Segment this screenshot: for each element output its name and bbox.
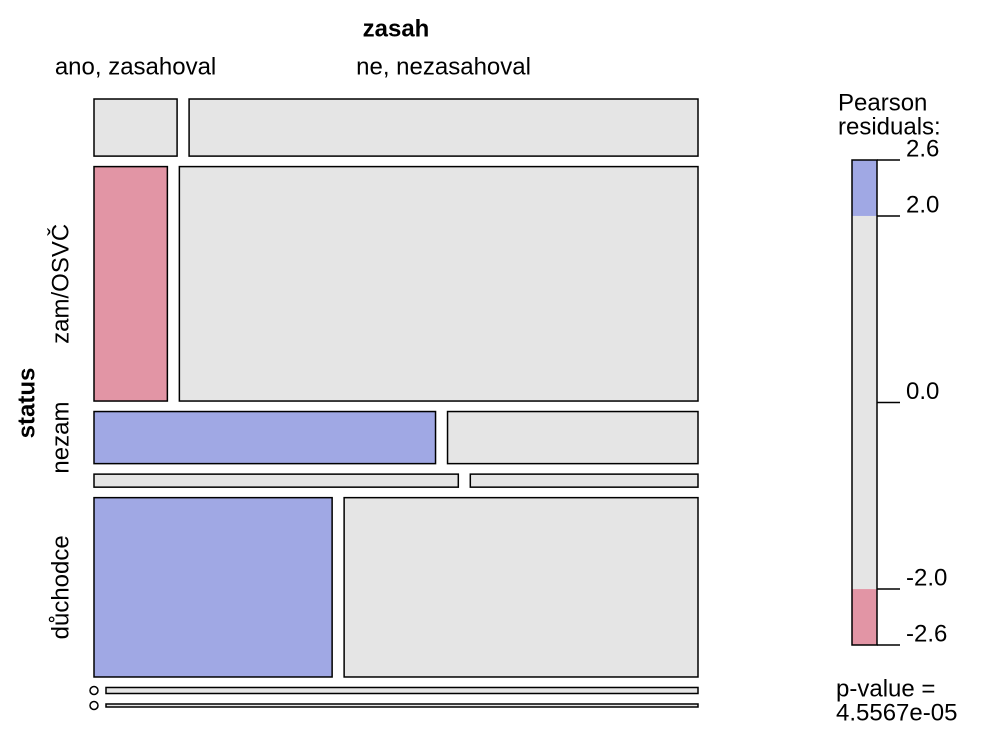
legend-tick-label: -2.6 bbox=[906, 620, 947, 647]
cell bbox=[343, 496, 699, 678]
cell bbox=[105, 686, 699, 695]
legend-title: Pearson bbox=[838, 89, 927, 116]
row-label: zam/OSVČ bbox=[46, 224, 74, 344]
legend-tick-label: -2.0 bbox=[906, 564, 947, 591]
row-label: nezam bbox=[47, 402, 74, 474]
cell bbox=[105, 703, 699, 708]
cell bbox=[93, 473, 460, 488]
y-axis-label: status bbox=[13, 368, 40, 439]
cell bbox=[93, 496, 333, 678]
legend-title: residuals: bbox=[838, 113, 941, 140]
legend-band bbox=[852, 160, 877, 216]
row-label: důchodce bbox=[47, 535, 74, 639]
column-label: ne, nezasahoval bbox=[356, 53, 531, 80]
cell bbox=[446, 410, 699, 465]
cell bbox=[93, 165, 169, 402]
cell bbox=[469, 473, 699, 488]
legend-tick-label: 2.6 bbox=[906, 135, 939, 162]
zero-cell bbox=[89, 700, 99, 711]
legend-tick-label: 0.0 bbox=[906, 378, 939, 405]
cell bbox=[188, 98, 699, 157]
zero-cell bbox=[89, 685, 99, 696]
legend-tick-label: 2.0 bbox=[906, 191, 939, 218]
p-value-label: p-value = bbox=[836, 675, 935, 702]
chart-title: zasah bbox=[363, 15, 430, 42]
p-value: 4.5567e-05 bbox=[836, 699, 957, 726]
legend-band bbox=[852, 589, 877, 645]
cell bbox=[93, 410, 437, 465]
cell bbox=[93, 98, 178, 157]
legend-band bbox=[852, 215, 877, 590]
column-label: ano, zasahoval bbox=[55, 53, 216, 80]
cell bbox=[178, 165, 699, 402]
